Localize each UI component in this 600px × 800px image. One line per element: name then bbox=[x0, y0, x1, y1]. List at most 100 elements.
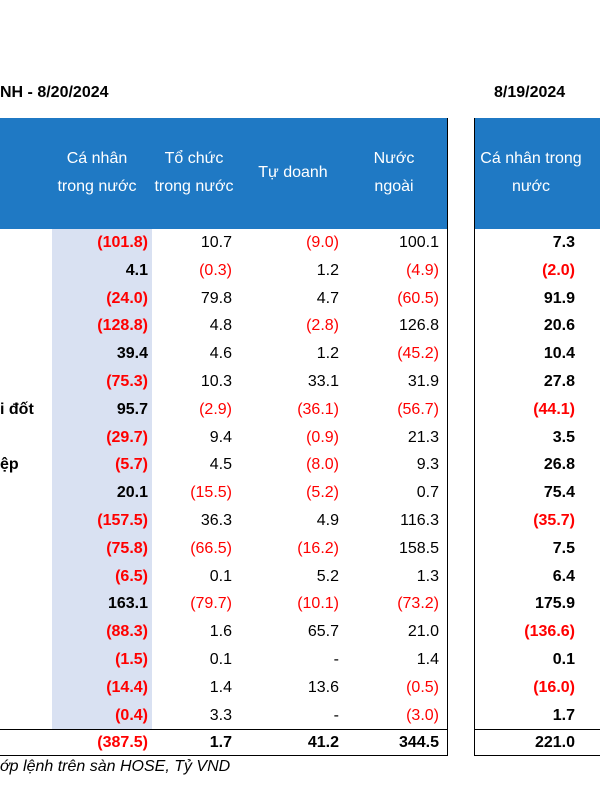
footnote: ớp lệnh trên sàn HOSE, Tỷ VND bbox=[0, 758, 231, 775]
cell-institution: 3.3 bbox=[209, 706, 232, 724]
cell-individual: 163.1 bbox=[107, 595, 148, 613]
total-foreign: 344.5 bbox=[398, 734, 439, 751]
cell-individual: 4.1 bbox=[125, 261, 148, 279]
cell-individual-prev: 1.7 bbox=[552, 706, 575, 724]
cell-individual-prev: 6.4 bbox=[552, 567, 575, 585]
cell-foreign: (3.0) bbox=[406, 706, 439, 724]
cell-foreign: (0.5) bbox=[406, 678, 439, 696]
cell-individual-prev: 91.9 bbox=[543, 289, 575, 307]
cell-individual-prev: (2.0) bbox=[542, 261, 575, 279]
cell-foreign: (56.7) bbox=[397, 400, 439, 418]
cell-individual: 20.1 bbox=[116, 484, 148, 502]
cell-institution: (2.9) bbox=[199, 400, 232, 418]
cell-individual: (128.8) bbox=[97, 317, 148, 335]
cell-individual-prev: 7.3 bbox=[552, 234, 575, 251]
cell-foreign: 100.1 bbox=[398, 234, 439, 251]
header-institution-domestic: Tổ chức trong nước bbox=[154, 150, 234, 195]
header-proprietary: Tự doanh bbox=[258, 164, 328, 181]
cell-institution: 0.1 bbox=[209, 651, 232, 668]
cell-proprietary: 65.7 bbox=[307, 623, 339, 641]
cell-proprietary: - bbox=[333, 651, 339, 668]
cell-foreign: 21.3 bbox=[407, 428, 439, 446]
cell-individual-prev: 10.4 bbox=[543, 345, 575, 363]
header-band-previous bbox=[474, 118, 600, 229]
cell-proprietary: 1.2 bbox=[316, 345, 339, 363]
cell-individual: (5.7) bbox=[115, 456, 148, 474]
cell-individual-prev: 20.6 bbox=[543, 317, 575, 335]
cell-foreign: (45.2) bbox=[397, 345, 439, 363]
cell-individual: (101.8) bbox=[97, 234, 148, 251]
total-individual: (387.5) bbox=[97, 734, 148, 751]
cell-proprietary: (10.1) bbox=[297, 595, 339, 613]
table-title-current-date: NH - 8/20/2024 bbox=[0, 84, 109, 101]
cell-foreign: 31.9 bbox=[407, 373, 439, 390]
cell-individual: (88.3) bbox=[106, 623, 148, 641]
cell-proprietary: - bbox=[333, 706, 339, 724]
cell-institution: 1.4 bbox=[209, 678, 232, 696]
cell-individual-prev: 26.8 bbox=[543, 456, 575, 474]
cell-institution: 1.6 bbox=[209, 623, 232, 641]
cell-proprietary: 13.6 bbox=[307, 678, 339, 696]
total-row-top-border-current bbox=[0, 729, 448, 730]
cell-proprietary: (5.2) bbox=[306, 484, 339, 502]
total-institution: 1.7 bbox=[209, 734, 232, 751]
cell-individual: (75.8) bbox=[106, 539, 148, 557]
cell-foreign: (4.9) bbox=[406, 261, 439, 279]
cell-individual: (29.7) bbox=[106, 428, 148, 446]
cell-foreign: 1.3 bbox=[416, 567, 439, 585]
cell-individual-prev: 27.8 bbox=[543, 373, 575, 390]
row-label-7: i đốt bbox=[0, 401, 34, 418]
cell-individual-prev: 0.1 bbox=[552, 651, 575, 668]
cell-individual: 95.7 bbox=[116, 400, 148, 418]
total-row-bottom-border-previous bbox=[474, 755, 600, 756]
cell-proprietary: (36.1) bbox=[297, 400, 339, 418]
table-title-previous-date: 8/19/2024 bbox=[494, 84, 566, 101]
cell-proprietary: 4.7 bbox=[316, 289, 339, 307]
cell-institution: 36.3 bbox=[200, 512, 232, 529]
cell-foreign: 158.5 bbox=[398, 539, 439, 557]
total-individual-prev: 221.0 bbox=[534, 734, 575, 751]
cell-individual-prev: 3.5 bbox=[552, 428, 575, 446]
cell-institution: 4.5 bbox=[209, 456, 232, 474]
header-band-current bbox=[0, 118, 447, 229]
cell-institution: 4.8 bbox=[209, 317, 232, 335]
cell-foreign: 0.7 bbox=[416, 484, 439, 502]
cell-institution: 10.3 bbox=[200, 373, 232, 390]
cell-foreign: 126.8 bbox=[398, 317, 439, 335]
header-individual-domestic: Cá nhân trong nước bbox=[57, 150, 137, 195]
cell-institution: 79.8 bbox=[200, 289, 232, 307]
cell-individual: (6.5) bbox=[115, 567, 148, 585]
cell-proprietary: (8.0) bbox=[306, 456, 339, 474]
cell-proprietary: (0.9) bbox=[306, 428, 339, 446]
cell-individual: (1.5) bbox=[115, 651, 148, 668]
cell-institution: 9.4 bbox=[209, 428, 232, 446]
cell-foreign: 21.0 bbox=[407, 623, 439, 641]
total-row-bottom-border-current bbox=[0, 755, 448, 756]
total-proprietary: 41.2 bbox=[307, 734, 339, 751]
cell-individual: (0.4) bbox=[115, 706, 148, 724]
cell-proprietary: 33.1 bbox=[307, 373, 339, 390]
row-label-9: ệp bbox=[0, 456, 19, 473]
cell-individual-prev: (16.0) bbox=[533, 678, 575, 696]
cell-individual-prev: (136.6) bbox=[524, 623, 575, 641]
cell-proprietary: 1.2 bbox=[316, 261, 339, 279]
cell-institution: (79.7) bbox=[190, 595, 232, 613]
cell-individual: 39.4 bbox=[116, 345, 148, 363]
cell-institution: 0.1 bbox=[209, 567, 232, 585]
cell-proprietary: (16.2) bbox=[297, 539, 339, 557]
cell-institution: (0.3) bbox=[199, 261, 232, 279]
cell-proprietary: 5.2 bbox=[316, 567, 339, 585]
cell-foreign: 1.4 bbox=[416, 651, 439, 668]
cell-individual-prev: 7.5 bbox=[552, 539, 575, 557]
cell-foreign: (60.5) bbox=[397, 289, 439, 307]
cell-individual: (157.5) bbox=[97, 512, 148, 529]
cell-institution: (66.5) bbox=[190, 539, 232, 557]
cell-individual-prev: (44.1) bbox=[533, 400, 575, 418]
cell-proprietary: (2.8) bbox=[306, 317, 339, 335]
cell-institution: 10.7 bbox=[200, 234, 232, 251]
cell-proprietary: 4.9 bbox=[316, 512, 339, 529]
header-foreign: Nước ngoài bbox=[373, 150, 415, 195]
total-row-top-border-previous bbox=[474, 729, 600, 730]
cell-foreign: (73.2) bbox=[397, 595, 439, 613]
header-individual-domestic-prev: Cá nhân trong nước bbox=[480, 150, 582, 195]
